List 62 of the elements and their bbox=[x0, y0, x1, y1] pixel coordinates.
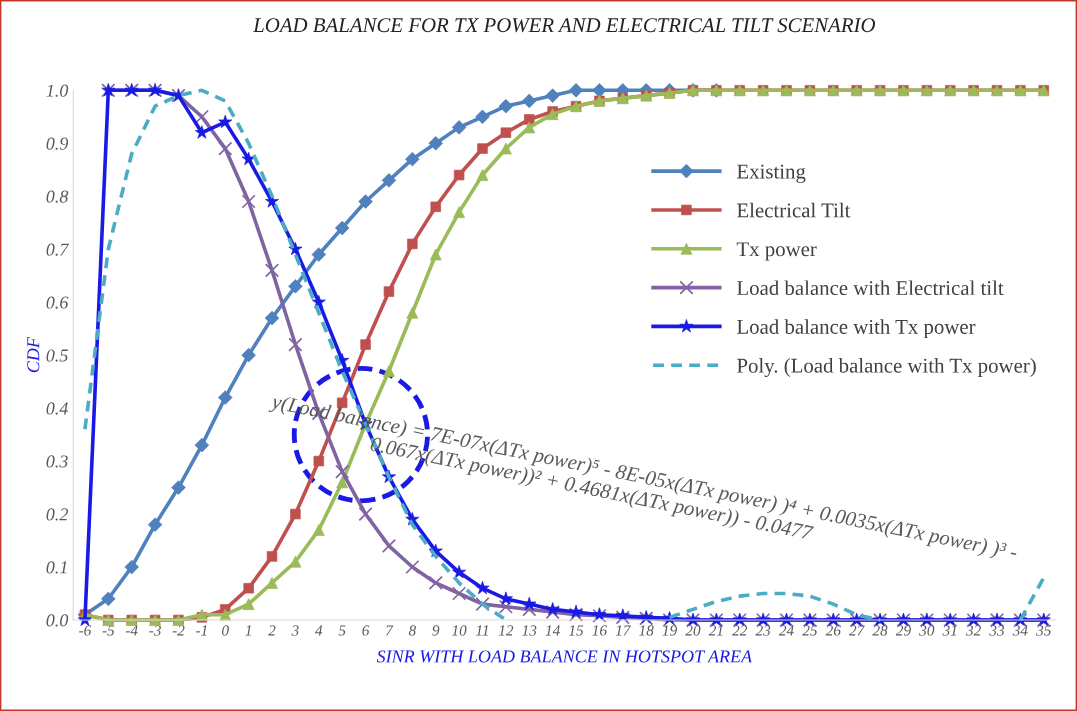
x-tick-label: 12 bbox=[498, 625, 514, 636]
x-tick-label: 32 bbox=[965, 625, 981, 636]
y-tick-label: 0.2 bbox=[46, 508, 68, 521]
x-tick-label: 33 bbox=[989, 625, 1005, 636]
x-axis-title: SINR WITH LOAD BALANCE IN HOTSPOT AREA bbox=[376, 650, 753, 663]
x-tick-label: -5 bbox=[102, 625, 115, 636]
x-tick-label: 21 bbox=[708, 625, 723, 636]
x-tick-label: 11 bbox=[475, 625, 488, 636]
legend-label: Load balance with Electrical tilt bbox=[737, 280, 1004, 296]
x-tick-label: 2 bbox=[268, 625, 276, 636]
x-tick-label: 14 bbox=[545, 625, 560, 636]
x-tick-label: 25 bbox=[802, 625, 818, 636]
x-tick-label: 16 bbox=[592, 625, 607, 636]
x-tick-label: 29 bbox=[895, 625, 911, 636]
y-axis-title: CDF bbox=[27, 336, 40, 373]
y-tick-label: 0.8 bbox=[46, 190, 69, 203]
x-tick-label: 34 bbox=[1012, 625, 1028, 636]
x-tick-label: 18 bbox=[639, 625, 654, 636]
legend-label: Poly. (Load balance with Tx power) bbox=[737, 358, 1036, 377]
legend-label: Electrical Tilt bbox=[737, 202, 851, 218]
x-tick-label: 31 bbox=[942, 625, 957, 636]
x-tick-label: 8 bbox=[408, 625, 416, 636]
x-tick-label: 5 bbox=[338, 625, 346, 636]
x-tick-label: 27 bbox=[849, 625, 865, 636]
y-tick-label: 0.7 bbox=[46, 243, 69, 256]
x-tick-label: -6 bbox=[79, 625, 92, 636]
x-tick-label: -2 bbox=[172, 625, 185, 636]
x-tick-label: 9 bbox=[432, 625, 440, 636]
y-tick-label: 0.0 bbox=[46, 614, 69, 627]
y-tick-label: 0.5 bbox=[46, 349, 68, 362]
legend-label: Load balance with Tx power bbox=[737, 319, 976, 339]
x-tick-label: 23 bbox=[755, 625, 771, 636]
x-tick-label: 30 bbox=[919, 625, 935, 636]
x-tick-label: 3 bbox=[291, 625, 299, 636]
x-tick-label: -3 bbox=[149, 625, 161, 636]
x-tick-label: 24 bbox=[778, 625, 794, 636]
x-tick-label: 13 bbox=[522, 625, 537, 636]
x-tick-label: 28 bbox=[872, 625, 888, 636]
x-tick-label: 10 bbox=[452, 625, 467, 636]
y-tick-label: 0.1 bbox=[46, 561, 67, 574]
y-tick-label: 1.0 bbox=[46, 84, 69, 97]
x-tick-label: 20 bbox=[685, 625, 701, 636]
x-tick-label: 15 bbox=[568, 625, 584, 636]
chart-title: LOAD BALANCE FOR TX POWER AND ELECTRICAL TILT SCENARIO bbox=[252, 18, 876, 33]
x-tick-label: 19 bbox=[662, 625, 677, 636]
x-tick-label: 17 bbox=[615, 625, 631, 636]
x-tick-label: 4 bbox=[315, 625, 323, 636]
x-tick-label: 35 bbox=[1036, 625, 1051, 636]
x-tick-label: 7 bbox=[386, 625, 394, 636]
y-tick-label: 0.4 bbox=[46, 402, 68, 415]
x-tick-label: 0 bbox=[222, 625, 229, 636]
x-tick-label: -1 bbox=[196, 625, 207, 636]
x-tick-label: 22 bbox=[732, 625, 748, 636]
legend-label: Existing bbox=[737, 164, 806, 183]
x-tick-label: -4 bbox=[125, 625, 138, 636]
x-tick-label: 6 bbox=[362, 625, 370, 636]
y-tick-label: 0.3 bbox=[46, 455, 68, 468]
x-tick-label: 1 bbox=[245, 625, 251, 636]
y-tick-label: 0.6 bbox=[46, 296, 69, 309]
y-tick-label: 0.9 bbox=[46, 137, 69, 150]
x-tick-label: 26 bbox=[825, 625, 841, 636]
legend-label: Tx power bbox=[736, 242, 817, 261]
